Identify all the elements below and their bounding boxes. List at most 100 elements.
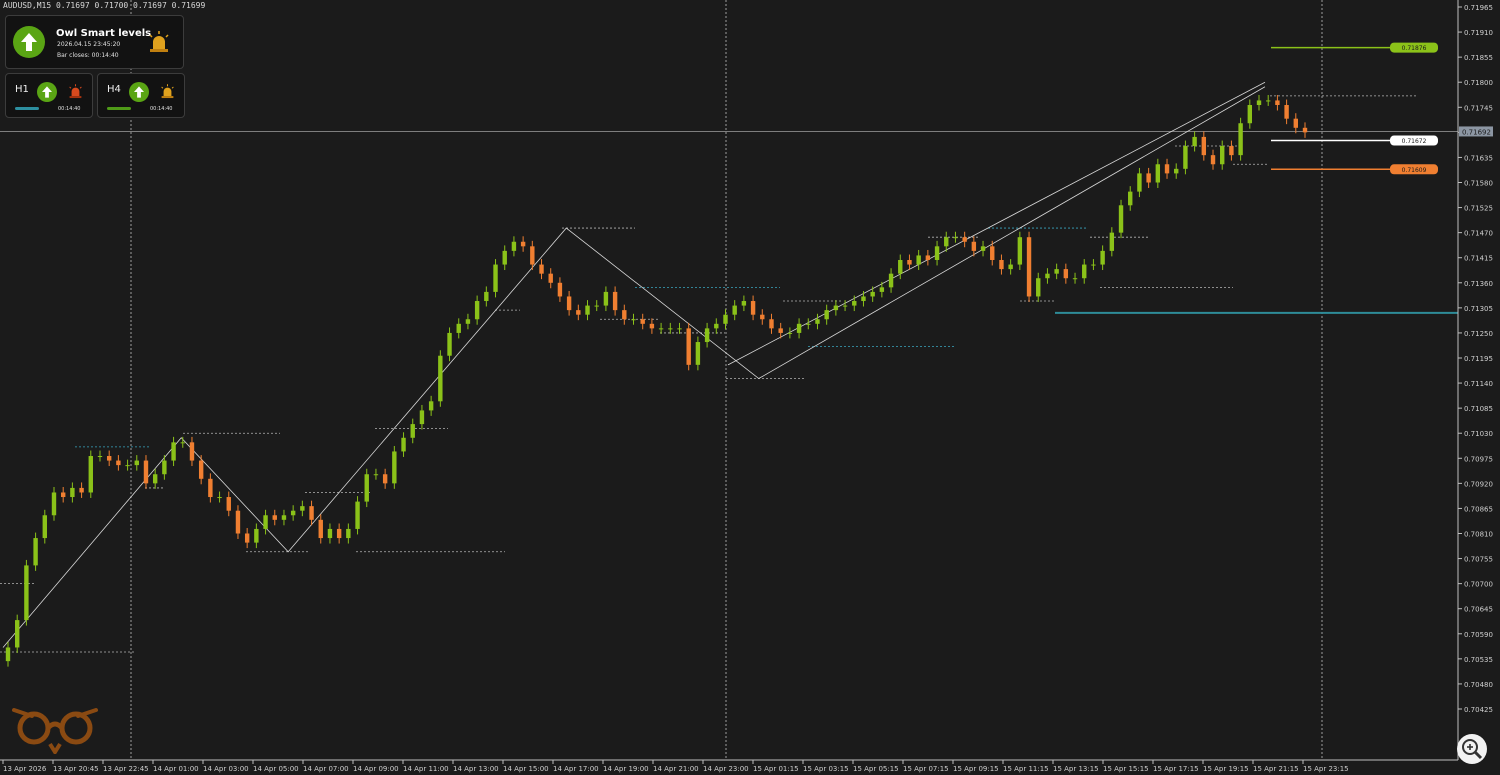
candle-body — [530, 246, 535, 265]
candle-body — [125, 465, 130, 467]
y-tick-label: 0.71910 — [1464, 29, 1493, 37]
candle-body — [189, 442, 195, 461]
candle-body — [1091, 264, 1096, 266]
y-tick-label: 0.71580 — [1464, 180, 1493, 188]
candle-body — [254, 528, 259, 543]
candle-body — [668, 328, 673, 330]
candle-body — [723, 314, 728, 324]
candle-body — [1155, 164, 1161, 183]
candle-body — [1036, 278, 1041, 297]
candle-body — [419, 410, 425, 425]
candle-body — [778, 328, 783, 333]
candle-body — [806, 323, 811, 325]
mid-level-label: 0.71672 — [1402, 138, 1427, 145]
symbol-info: AUDUSD,M15 0.71697 0.71700 0.71697 0.716… — [3, 1, 206, 10]
candle-body — [585, 305, 590, 315]
y-tick-label: 0.71085 — [1464, 405, 1493, 413]
candle-body — [70, 487, 75, 498]
y-tick-label: 0.71030 — [1464, 430, 1493, 438]
candle-body — [1201, 136, 1207, 156]
x-tick-label: 15 Apr 11:15 — [1003, 765, 1049, 773]
candle-body — [88, 456, 93, 493]
candle-body — [336, 528, 342, 539]
lower-level-label: 0.71609 — [1402, 167, 1427, 174]
zigzag-line — [2, 86, 1266, 648]
candle-body — [842, 305, 848, 307]
candle-body — [677, 328, 682, 330]
y-tick-label: 0.71965 — [1464, 4, 1493, 12]
candle-body — [318, 519, 323, 539]
candle-body — [603, 291, 609, 306]
candle-body — [465, 319, 471, 324]
support-resistance-levels — [0, 95, 1458, 653]
candle-body — [649, 323, 655, 329]
candle-body — [879, 287, 885, 292]
candle-body — [300, 506, 305, 511]
x-tick-label: 14 Apr 07:00 — [303, 765, 349, 773]
candle-body — [990, 246, 995, 260]
h1-panel[interactable]: H1 00:14:40 — [5, 73, 93, 118]
y-tick-label: 0.71305 — [1464, 305, 1493, 313]
candle-body — [290, 510, 296, 516]
up-arrow-icon — [129, 82, 149, 102]
candle-body — [787, 332, 793, 334]
alarm-light-icon[interactable] — [159, 83, 176, 100]
candle-body — [1017, 237, 1023, 265]
x-tick-label: 15 Apr 15:15 — [1103, 765, 1149, 773]
candle-body — [1266, 100, 1271, 102]
alarm-light-icon[interactable] — [67, 83, 84, 100]
candle-body — [686, 328, 691, 365]
candle-body — [1072, 278, 1078, 280]
x-tick-label: 15 Apr 09:15 — [953, 765, 999, 773]
candle-body — [1293, 118, 1299, 128]
candle-body — [244, 533, 250, 543]
candle-body — [741, 301, 747, 306]
y-tick-label: 0.70975 — [1464, 455, 1493, 463]
candle-body — [134, 460, 139, 466]
alarm-light-icon[interactable] — [146, 29, 172, 55]
y-tick-label: 0.71855 — [1464, 54, 1493, 62]
candle-body — [1100, 250, 1105, 265]
time-axis: 13 Apr 2026 13 Apr 20:45 13 Apr 22:45 14 Ap… — [0, 759, 1458, 773]
candle-body — [1183, 146, 1188, 169]
candle-body — [1054, 269, 1059, 274]
y-tick-label: 0.70425 — [1464, 706, 1493, 714]
x-tick-label: 14 Apr 09:00 — [353, 765, 399, 773]
y-tick-label: 0.70755 — [1464, 556, 1493, 564]
candle-body — [410, 424, 415, 438]
candle-body — [42, 515, 47, 539]
candle-body — [1229, 146, 1234, 156]
candle-body — [732, 305, 737, 315]
candle-body — [760, 314, 765, 320]
candle-body — [852, 301, 857, 306]
candle-body — [171, 442, 176, 461]
candle-body — [898, 259, 903, 274]
y-tick-label: 0.71745 — [1464, 104, 1493, 112]
candle-body — [79, 487, 84, 493]
y-tick-label: 0.71470 — [1464, 230, 1493, 238]
candle-body — [208, 478, 213, 498]
candle-body — [502, 250, 507, 265]
candle-body — [907, 259, 912, 265]
candle-body — [1128, 191, 1133, 206]
candle-body — [1008, 264, 1013, 270]
candle-body — [226, 497, 231, 511]
y-tick-label: 0.70865 — [1464, 505, 1493, 513]
candle-body — [1137, 173, 1142, 192]
candle-body — [1164, 164, 1170, 174]
candle-body — [566, 296, 572, 311]
x-tick-label: 15 Apr 13:15 — [1053, 765, 1099, 773]
owl-smart-levels-panel[interactable]: Owl Smart levels 2026.04.15 23:45:20 Bar… — [5, 15, 184, 69]
candle-body — [980, 246, 986, 251]
x-tick-label: 15 Apr 23:15 — [1303, 765, 1349, 773]
h4-panel[interactable]: H4 00:14:40 — [97, 73, 185, 118]
candle-body — [152, 474, 158, 484]
candle-body — [1174, 168, 1179, 174]
zoom-in-icon[interactable] — [1457, 734, 1487, 764]
x-tick-label: 15 Apr 19:15 — [1203, 765, 1249, 773]
candle-body — [539, 264, 544, 274]
y-tick-label: 0.71195 — [1464, 355, 1493, 363]
candle-body — [888, 273, 894, 288]
candle-body — [97, 456, 103, 458]
